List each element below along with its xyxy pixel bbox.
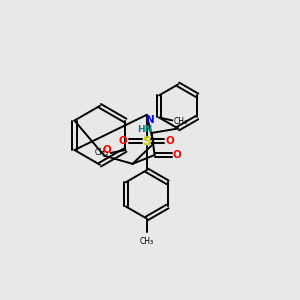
Text: O: O [119, 136, 128, 146]
Text: O: O [172, 150, 181, 160]
Text: CH₃: CH₃ [174, 117, 188, 126]
Text: HN: HN [138, 125, 153, 134]
Text: O: O [166, 136, 175, 146]
Text: CH₃: CH₃ [140, 237, 154, 246]
Text: O: O [102, 146, 111, 155]
Text: CH₃: CH₃ [95, 148, 109, 158]
Text: S: S [142, 135, 151, 148]
Text: N: N [146, 115, 154, 125]
